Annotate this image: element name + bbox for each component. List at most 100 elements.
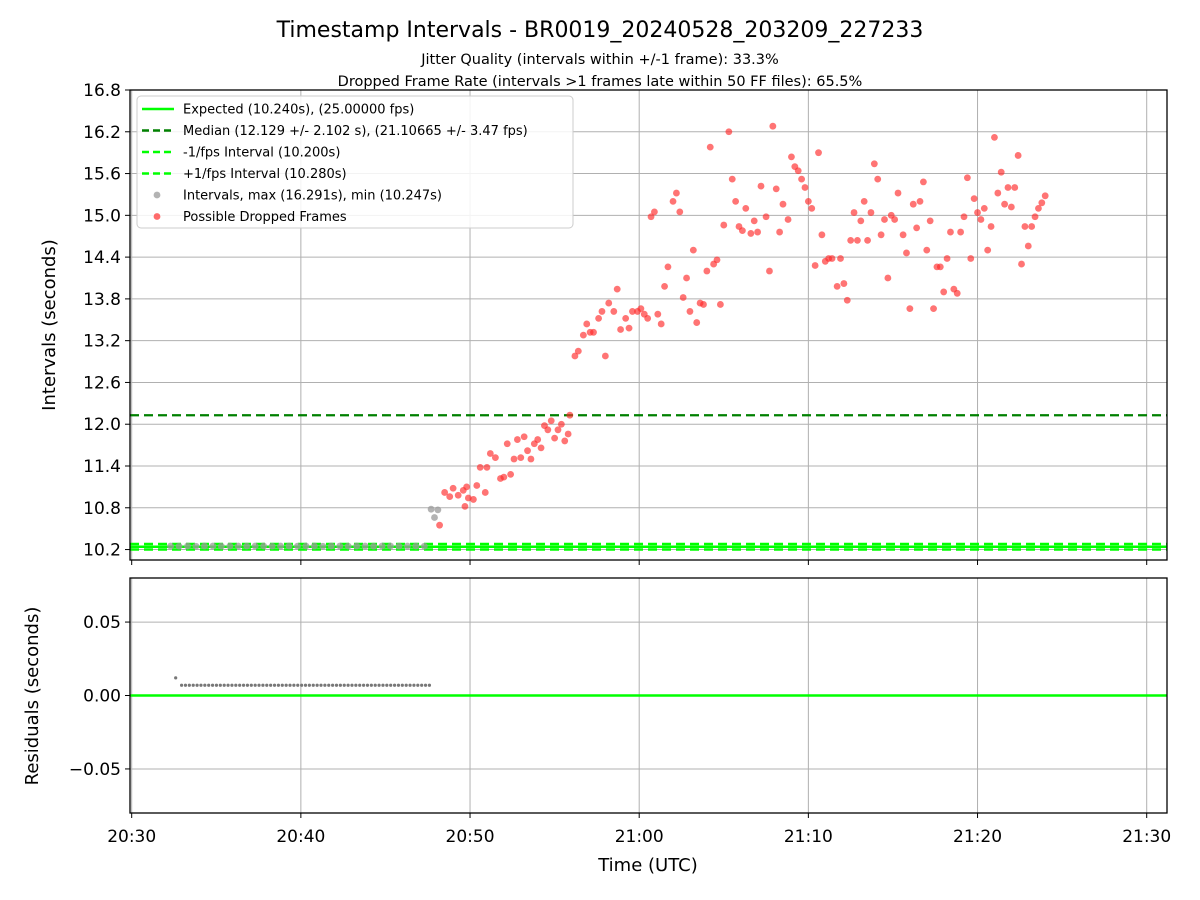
interval-point — [310, 542, 318, 550]
interval-point — [420, 542, 428, 550]
interval-point — [434, 506, 442, 514]
residual-point — [253, 683, 257, 687]
legend-box — [136, 95, 574, 229]
dropped-frame-point — [1035, 204, 1042, 212]
dropped-frame-point — [654, 310, 662, 318]
chart-title: Timestamp Intervals - BR0019_20240528_20… — [276, 18, 924, 43]
dropped-frame-point — [1021, 223, 1029, 230]
dropped-frame-point — [610, 308, 618, 315]
bottom-x-ticks: 20:30 20:40 20:50 21:00 21:10 21:20 21:30 — [107, 813, 1171, 847]
y-tick-label: 16.2 — [83, 123, 121, 143]
dropped-frame-point — [779, 200, 787, 208]
dropped-frame-point — [598, 308, 606, 315]
residual-point — [257, 683, 261, 687]
residual-point — [404, 683, 408, 687]
dropped-frame-point — [1024, 242, 1032, 250]
dropped-frame-point — [551, 434, 559, 442]
dropped-frame-point — [916, 198, 924, 205]
dropped-frame-point — [483, 463, 491, 471]
residual-point — [272, 683, 277, 687]
dropped-frame-point — [963, 174, 971, 182]
bottom-points — [174, 676, 432, 687]
dropped-frame-point — [534, 436, 542, 443]
residual-point — [381, 683, 385, 687]
dropped-frame-point — [833, 282, 841, 290]
residual-point — [265, 683, 269, 687]
dropped-frame-point — [700, 301, 707, 308]
interval-point — [353, 542, 361, 550]
residual-point — [392, 683, 397, 687]
dropped-frame-point — [547, 417, 555, 425]
dropped-frame-point — [513, 436, 521, 443]
legend-marker — [153, 191, 161, 199]
residual-point — [427, 683, 432, 687]
interval-point — [234, 542, 242, 550]
dropped-frame-point — [940, 288, 948, 296]
dropped-frame-point — [909, 200, 917, 208]
dropped-frame-point — [891, 216, 899, 223]
dropped-frame-point — [524, 447, 531, 455]
residual-point — [284, 683, 288, 687]
dropped-frame-point — [481, 489, 489, 496]
residual-point — [346, 683, 350, 687]
residual-point — [412, 683, 416, 687]
dropped-frame-point — [850, 209, 858, 216]
dropped-frame-point — [510, 455, 518, 463]
dropped-frame-point — [957, 228, 965, 236]
x-tick-label: 21:00 — [615, 827, 664, 847]
dropped-frame-point — [601, 352, 609, 360]
residual-point — [331, 683, 335, 687]
dropped-frame-point — [661, 282, 668, 290]
top-y-ticks: 10.2 10.8 11.4 12.0 12.6 13.2 13.8 14.4 15.0 15.6… — [83, 81, 130, 561]
residual-point — [300, 683, 304, 687]
dropped-frame-point — [574, 347, 582, 355]
dropped-frame-point — [757, 182, 765, 190]
residual-point — [354, 683, 358, 687]
residual-point — [207, 683, 211, 687]
x-tick-label: 21:20 — [953, 827, 1002, 847]
residual-point — [245, 683, 250, 687]
interval-point — [251, 542, 259, 550]
dropped-frame-point — [808, 204, 816, 212]
dropped-frame-point — [492, 454, 499, 462]
legend-label: Median (12.129 +/- 2.102 s), (21.10665 +… — [183, 124, 528, 139]
interval-point — [285, 542, 293, 550]
dropped-frame-point — [651, 208, 658, 216]
dropped-frame-point — [527, 455, 535, 463]
residual-point — [218, 683, 222, 687]
dropped-frame-point — [544, 426, 552, 434]
dropped-frame-point — [994, 189, 1002, 197]
interval-point — [404, 542, 411, 550]
dropped-frame-point — [703, 267, 711, 275]
y-tick-label: 15.0 — [83, 206, 121, 226]
dropped-frame-point — [673, 189, 680, 197]
interval-point — [370, 542, 378, 550]
dropped-frame-point — [561, 437, 569, 445]
residual-point — [350, 683, 354, 687]
dropped-frame-point — [840, 280, 848, 287]
residual-point — [292, 683, 296, 687]
residual-point — [420, 683, 424, 687]
top-panel: 10.2 10.8 11.4 12.0 12.6 13.2 13.8 14.4 15.0 15.6… — [39, 81, 1168, 565]
legend: Expected (10.240s), (25.00000 fps) Median… — [136, 95, 574, 229]
dropped-frame-point — [503, 440, 511, 448]
dropped-frame-point — [798, 175, 805, 183]
dropped-frame-point — [461, 502, 469, 510]
dropped-frame-point — [987, 223, 995, 230]
y-tick-label: 0.00 — [83, 687, 121, 707]
interval-point — [294, 542, 301, 550]
dropped-frame-point — [732, 198, 740, 205]
dropped-frame-point — [625, 324, 633, 332]
residual-point — [234, 683, 238, 687]
dropped-frame-point — [766, 267, 773, 275]
residual-point — [327, 683, 331, 687]
dropped-frame-point — [953, 289, 961, 297]
residual-point — [174, 676, 178, 680]
dropped-frame-point — [622, 314, 630, 322]
interval-point — [319, 542, 327, 550]
residual-point — [416, 683, 420, 687]
dropped-frame-point — [930, 305, 937, 313]
dropped-frame-point — [716, 301, 724, 308]
residual-point — [400, 683, 404, 687]
dropped-frame-point — [637, 305, 645, 313]
